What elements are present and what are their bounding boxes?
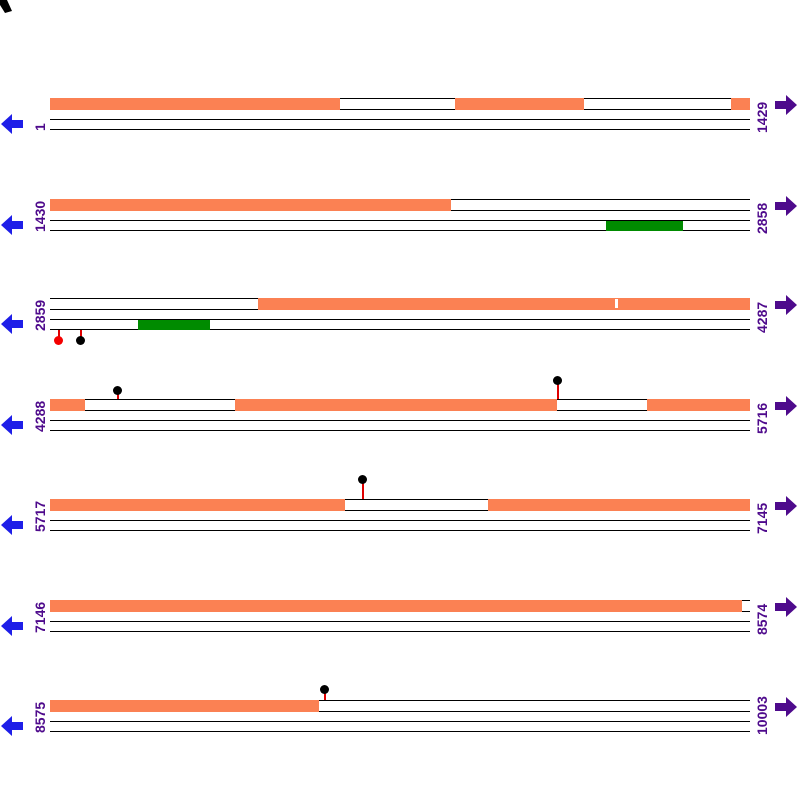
gene-segment[interactable] [235, 399, 557, 411]
marker-stem [362, 482, 364, 499]
right-nav-arrow-icon[interactable] [774, 93, 798, 117]
gene-segment[interactable] [488, 499, 750, 511]
marker-head[interactable] [320, 685, 329, 694]
strand-line-a [50, 420, 750, 421]
marker-head[interactable] [113, 386, 122, 395]
gene-segment[interactable] [731, 98, 750, 110]
strand-line-a [50, 119, 750, 120]
right-nav-arrow-icon[interactable] [774, 595, 798, 619]
right-nav-arrow-icon[interactable] [774, 194, 798, 218]
corner-artifact [0, 0, 12, 13]
strand-line-a [50, 319, 750, 320]
row-start-label: 8575 [32, 701, 48, 733]
marker-head[interactable] [54, 336, 63, 345]
green-feature-segment[interactable] [138, 320, 210, 330]
gene-segment[interactable] [647, 399, 750, 411]
marker-stem [557, 383, 559, 399]
gene-segment[interactable] [50, 98, 340, 110]
track-bottom-line [50, 711, 750, 712]
strand-line-b [50, 731, 750, 732]
marker-stem [324, 692, 326, 700]
track-top-line [50, 700, 750, 701]
row-start-label: 7146 [32, 601, 48, 633]
gene-boundary-notch [615, 299, 618, 308]
green-feature-segment[interactable] [606, 221, 683, 231]
row-start-label: 5717 [32, 500, 48, 532]
row-end-label: 7145 [754, 502, 770, 534]
row-end-label: 5716 [754, 402, 770, 434]
right-nav-arrow-icon[interactable] [774, 695, 798, 719]
marker-head[interactable] [76, 336, 85, 345]
row-start-label: 2859 [32, 299, 48, 331]
left-nav-arrow-icon[interactable] [0, 312, 24, 336]
left-nav-arrow-icon[interactable] [0, 513, 24, 537]
gene-segment[interactable] [258, 298, 750, 310]
marker-stem [117, 393, 119, 399]
gene-segment[interactable] [50, 600, 742, 612]
strand-line-a [50, 621, 750, 622]
strand-line-b [50, 430, 750, 431]
row-end-label: 1429 [754, 101, 770, 133]
row-end-label: 4287 [754, 301, 770, 333]
strand-line-b [50, 129, 750, 130]
strand-line-a [50, 220, 750, 221]
track-bottom-line [50, 109, 750, 110]
strand-line-b [50, 631, 750, 632]
gene-segment[interactable] [50, 499, 345, 511]
row-start-label: 1 [32, 123, 48, 131]
row-start-label: 4288 [32, 400, 48, 432]
left-nav-arrow-icon[interactable] [0, 614, 24, 638]
track-top-line [50, 98, 750, 99]
gene-segment[interactable] [50, 399, 85, 411]
strand-line-a [50, 520, 750, 521]
strand-line-b [50, 329, 750, 330]
row-start-label: 1430 [32, 200, 48, 232]
gene-segment[interactable] [50, 700, 319, 712]
strand-line-b [50, 530, 750, 531]
row-end-label: 2858 [754, 202, 770, 234]
marker-stem [58, 330, 60, 337]
left-nav-arrow-icon[interactable] [0, 714, 24, 738]
strand-line-a [50, 721, 750, 722]
left-nav-arrow-icon[interactable] [0, 413, 24, 437]
row-end-label: 10003 [754, 696, 770, 735]
gene-segment[interactable] [455, 98, 584, 110]
track-bottom-line [50, 510, 750, 511]
strand-line-b [50, 230, 750, 231]
track-top-line [50, 499, 750, 500]
marker-stem [80, 330, 82, 337]
right-nav-arrow-icon[interactable] [774, 293, 798, 317]
marker-head[interactable] [358, 475, 367, 484]
right-nav-arrow-icon[interactable] [774, 394, 798, 418]
left-nav-arrow-icon[interactable] [0, 112, 24, 136]
left-nav-arrow-icon[interactable] [0, 213, 24, 237]
row-end-label: 8574 [754, 603, 770, 635]
right-nav-arrow-icon[interactable] [774, 494, 798, 518]
marker-head[interactable] [553, 376, 562, 385]
gene-segment[interactable] [50, 199, 451, 211]
